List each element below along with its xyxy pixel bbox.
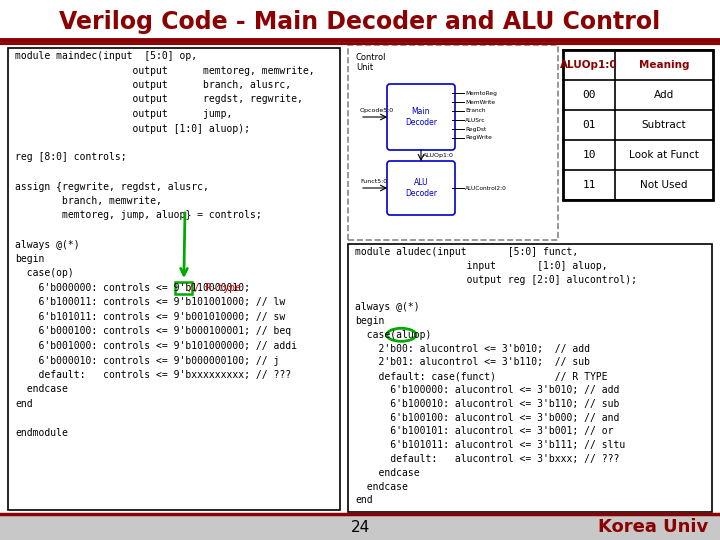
Bar [563,50,713,200]
Text: 6'b100101: alucontrol <= 3'b001; // or: 6'b100101: alucontrol <= 3'b001; // or [355,427,613,436]
Text: 24: 24 [351,519,369,535]
Text: MemtoReg: MemtoReg [465,91,497,96]
Bar [348,244,712,512]
Text: assign {regwrite, regdst, alusrc,: assign {regwrite, regdst, alusrc, [15,181,209,192]
Text: Verilog Code - Main Decoder and ALU Control: Verilog Code - Main Decoder and ALU Cont… [59,10,661,34]
Text: MemWrite: MemWrite [465,99,495,105]
Text: memtoreg, jump, aluop} = controls;: memtoreg, jump, aluop} = controls; [15,211,262,220]
Text: always @(*): always @(*) [15,240,80,249]
Bar [0,514,720,540]
Text: Main
Decoder: Main Decoder [405,107,437,127]
Text: 6'b101011: controls <= 9'b001010000; // sw: 6'b101011: controls <= 9'b001010000; // … [15,312,285,322]
Text: module aludec(input       [5:0] funct,: module aludec(input [5:0] funct, [355,247,578,257]
Text: 6'b101011: alucontrol <= 3'b111; // sltu: 6'b101011: alucontrol <= 3'b111; // sltu [355,440,625,450]
Text: ALUOp1:0: ALUOp1:0 [423,153,454,158]
Text: 6'b100011: controls <= 9'b101001000; // lw: 6'b100011: controls <= 9'b101001000; // … [15,298,285,307]
Text: Add: Add [654,90,674,100]
Text: 6'b000100: controls <= 9'b000100001; // beq: 6'b000100: controls <= 9'b000100001; // … [15,327,291,336]
Text: begin: begin [355,316,384,326]
Text: default: case(funct)          // R TYPE: default: case(funct) // R TYPE [355,371,608,381]
Bar [348,45,558,240]
Text: always @(*): always @(*) [355,302,420,312]
Text: default:   alucontrol <= 3'bxxx; // ???: default: alucontrol <= 3'bxxx; // ??? [355,454,619,464]
Text: ALUControl2:0: ALUControl2:0 [465,186,507,191]
Text: branch, memwrite,: branch, memwrite, [15,196,162,206]
Text: output      memtoreg, memwrite,: output memtoreg, memwrite, [15,65,315,76]
Text: 01: 01 [582,120,595,130]
FancyBboxPatch shape [387,84,455,150]
Text: default:   controls <= 9'bxxxxxxxxx; // ???: default: controls <= 9'bxxxxxxxxx; // ??… [15,370,291,380]
Text: ALU
Decoder: ALU Decoder [405,178,437,198]
Text: Look at Funct: Look at Funct [629,150,699,160]
Text: end: end [355,495,373,505]
Text: 6'b100000: alucontrol <= 3'b010; // add: 6'b100000: alucontrol <= 3'b010; // add [355,385,619,395]
Bar [8,48,340,510]
Text: Korea Univ: Korea Univ [598,518,708,536]
Text: Opcode5:0: Opcode5:0 [360,108,394,113]
FancyBboxPatch shape [387,161,455,215]
Text: endcase: endcase [15,384,68,395]
Bar [176,282,192,294]
Text: // R-type: // R-type [188,283,241,293]
Text: 10: 10 [582,150,595,160]
Text: case(aluop): case(aluop) [355,330,431,340]
Text: 6'b001000: controls <= 9'b101000000; // addi: 6'b001000: controls <= 9'b101000000; // … [15,341,297,351]
Text: output      jump,: output jump, [15,109,233,119]
Text: begin: begin [15,254,45,264]
Text: Funct5:0: Funct5:0 [360,179,387,184]
Text: end: end [15,399,32,409]
Text: Meaning: Meaning [639,60,689,70]
Text: ALUSrc: ALUSrc [465,118,485,123]
Text: RegDst: RegDst [465,126,486,132]
Text: Control
Unit: Control Unit [356,53,387,72]
Text: output      branch, alusrc,: output branch, alusrc, [15,80,291,90]
Text: endcase: endcase [355,482,408,491]
Text: 6'b000010: controls <= 9'b000000100; // j: 6'b000010: controls <= 9'b000000100; // … [15,355,279,366]
Text: endmodule: endmodule [15,428,68,438]
Text: Subtract: Subtract [642,120,686,130]
Text: output reg [2:0] alucontrol);: output reg [2:0] alucontrol); [355,275,637,285]
Text: output [1:0] aluop);: output [1:0] aluop); [15,124,250,133]
Text: output      regdst, regwrite,: output regdst, regwrite, [15,94,303,105]
Text: input       [1:0] aluop,: input [1:0] aluop, [355,261,608,271]
Text: endcase: endcase [355,468,420,478]
Text: 6'b100100: alucontrol <= 3'b000; // and: 6'b100100: alucontrol <= 3'b000; // and [355,413,619,423]
Text: 2'b01: alucontrol <= 3'b110;  // sub: 2'b01: alucontrol <= 3'b110; // sub [355,357,590,367]
Text: 6'b000000: controls <= 9'b110000010;: 6'b000000: controls <= 9'b110000010; [15,283,256,293]
Text: Branch: Branch [465,109,485,113]
Text: 11: 11 [582,180,595,190]
Text: 2'b00: alucontrol <= 3'b010;  // add: 2'b00: alucontrol <= 3'b010; // add [355,343,590,354]
Text: ALUOp1:0: ALUOp1:0 [560,60,618,70]
Text: reg [8:0] controls;: reg [8:0] controls; [15,152,127,163]
Text: case(op): case(op) [15,268,73,279]
Text: 6'b100010: alucontrol <= 3'b110; // sub: 6'b100010: alucontrol <= 3'b110; // sub [355,399,619,409]
Text: module maindec(input  [5:0] op,: module maindec(input [5:0] op, [15,51,197,61]
Text: RegWrite: RegWrite [465,136,492,140]
Text: Not Used: Not Used [640,180,688,190]
Text: 00: 00 [582,90,595,100]
